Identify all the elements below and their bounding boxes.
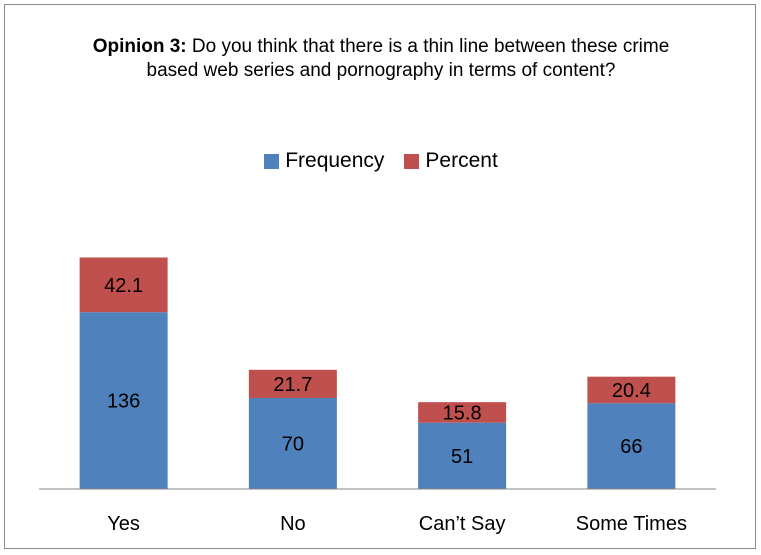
data-label-frequency-2: 51	[451, 446, 473, 468]
data-label-frequency-0: 136	[107, 391, 140, 413]
legend-swatch-percent	[404, 153, 420, 169]
bar-percent-1	[248, 369, 337, 398]
bar-frequency-0	[79, 312, 168, 489]
legend-swatch-frequency	[264, 153, 280, 169]
chart-title-bold: Opinion 3:	[92, 36, 187, 57]
bar-percent-2	[418, 402, 507, 423]
x-tick-label-2: Can’t Say	[419, 513, 506, 535]
x-tick-label-1: No	[280, 513, 306, 535]
bar-percent-3	[587, 376, 676, 404]
legend: Frequency Percent	[5, 149, 757, 173]
data-label-percent-2: 15.8	[443, 402, 482, 424]
bar-frequency-3	[587, 403, 676, 489]
chart-title-text: Do you think that there is a thin line b…	[146, 36, 670, 81]
bar-percent-0	[79, 257, 168, 313]
data-label-frequency-1: 70	[282, 434, 304, 456]
x-tick-label-0: Yes	[107, 513, 140, 535]
legend-entry-frequency: Frequency	[264, 149, 384, 173]
legend-label-frequency: Frequency	[285, 149, 385, 172]
bar-frequency-2	[418, 422, 507, 489]
data-label-percent-0: 42.1	[104, 275, 143, 297]
chart-title: Opinion 3: Do you think that there is a …	[65, 35, 697, 83]
bar-frequency-1	[248, 398, 337, 489]
data-label-percent-3: 20.4	[612, 380, 651, 402]
x-tick-label-3: Some Times	[576, 513, 687, 535]
data-label-percent-1: 21.7	[273, 374, 312, 396]
data-label-frequency-3: 66	[620, 436, 642, 458]
legend-label-percent: Percent	[425, 149, 498, 172]
legend-entry-percent: Percent	[404, 149, 498, 173]
